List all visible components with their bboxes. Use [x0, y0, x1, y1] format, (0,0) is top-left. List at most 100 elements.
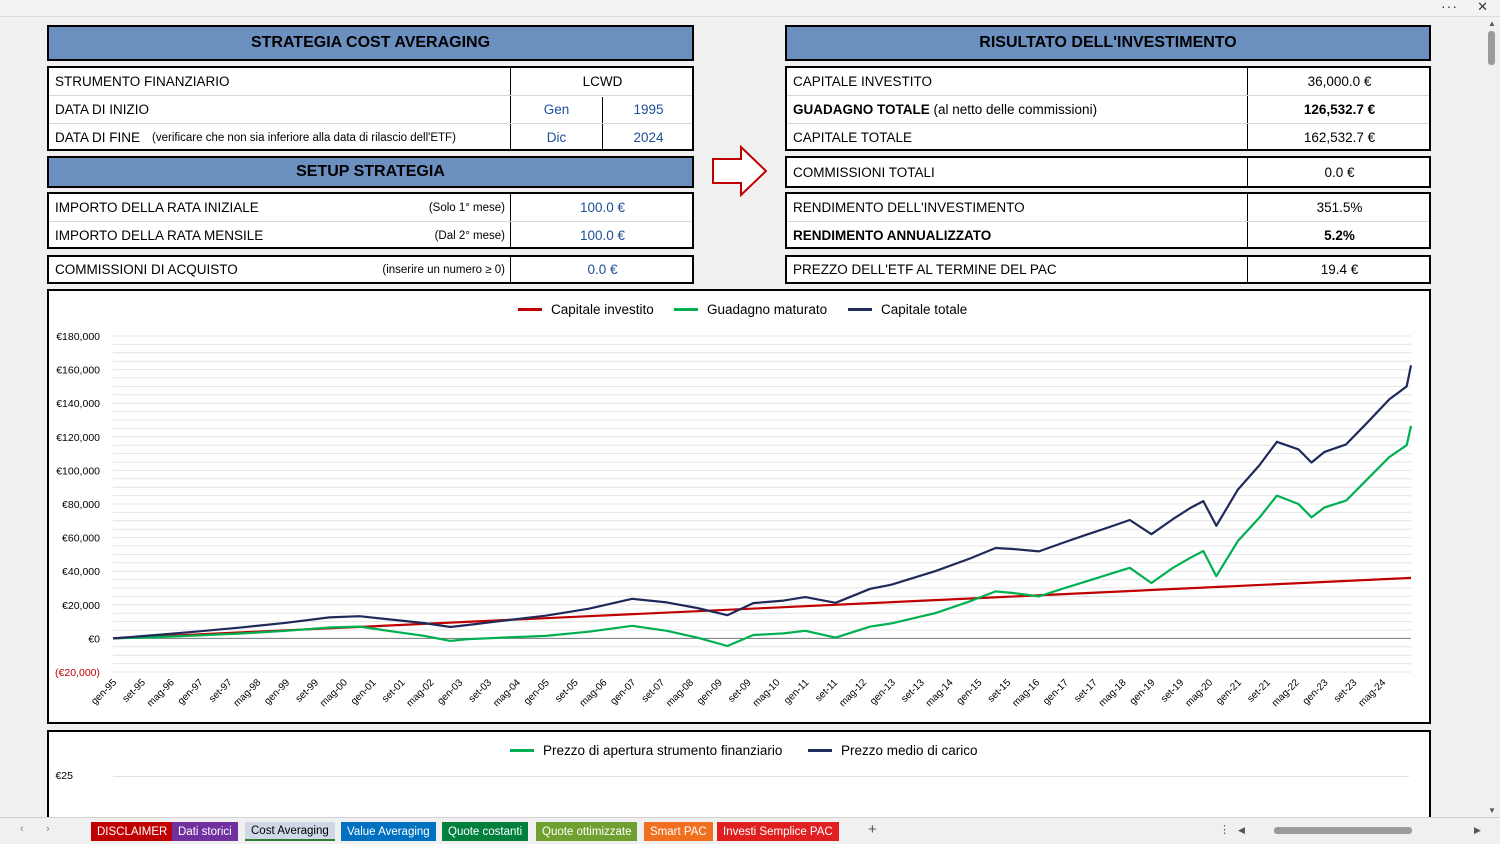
prezzo-value: 19.4 € — [1320, 262, 1359, 277]
right-arrow-icon — [712, 145, 768, 197]
x-tick-label: set-01 — [380, 677, 408, 705]
tab-quote-costanti[interactable]: Quote costanti — [442, 822, 529, 841]
x-tick-label: set-21 — [1245, 677, 1273, 705]
x-tick-label: set-17 — [1072, 677, 1100, 705]
y-tick-label: €60,000 — [62, 533, 100, 545]
data-inizio-month[interactable]: Gen — [543, 102, 570, 117]
x-tick-label: set-15 — [986, 677, 1014, 705]
commissioni-label: COMMISSIONI DI ACQUISTO — [55, 262, 238, 277]
commissioni-box: COMMISSIONI DI ACQUISTO (inserire un num… — [47, 255, 694, 284]
x-tick-label: gen-17 — [1041, 677, 1071, 707]
tab-value-averaging[interactable]: Value Averaging — [341, 822, 436, 841]
x-tick-label: set-07 — [640, 677, 668, 705]
x-tick-label: set-09 — [726, 677, 754, 705]
capital-chart[interactable]: Capitale investito Guadagno maturato Cap… — [47, 289, 1431, 724]
x-tick-label: mag-24 — [1357, 677, 1389, 709]
x-tick-label: set-05 — [553, 677, 581, 705]
scroll-down-icon[interactable]: ▼ — [1488, 806, 1496, 815]
y-tick-label: €120,000 — [56, 432, 100, 444]
close-icon[interactable]: ✕ — [1477, 0, 1488, 14]
x-tick-label: set-19 — [1159, 677, 1187, 705]
tab-smart-pac[interactable]: Smart PAC — [644, 822, 713, 841]
rata-iniziale-note: (Solo 1° mese) — [428, 201, 505, 214]
y-tick-label: €100,000 — [56, 465, 100, 477]
x-tick-label: set-23 — [1332, 677, 1360, 705]
x-tick-label: gen-09 — [695, 677, 725, 707]
x-tick-label: gen-97 — [176, 677, 206, 707]
data-fine-note: (verificare che non sia inferiore alla d… — [152, 131, 456, 144]
setup-box: IMPORTO DELLA RATA INIZIALE (Solo 1° mes… — [47, 192, 694, 249]
commissioni-value[interactable]: 0.0 € — [587, 262, 618, 277]
capitale-investito-value: 36,000.0 € — [1307, 74, 1372, 89]
tab-quote-ottimizzate[interactable]: Quote ottimizzate — [536, 822, 638, 841]
vertical-scrollbar[interactable]: ▲ ▼ — [1484, 17, 1500, 817]
y-tick-label: €40,000 — [62, 566, 100, 578]
data-fine-year[interactable]: 2024 — [633, 130, 664, 145]
y-tick-label: (€20,000) — [55, 667, 100, 679]
x-tick-label: set-97 — [207, 677, 235, 705]
y-tick-label: €180,000 — [56, 331, 100, 343]
x-tick-label: mag-00 — [318, 677, 350, 709]
chart-plot-area: €180,000 €160,000 €140,000 €120,000 €100,000… — [55, 331, 1413, 709]
hscroll-left-icon[interactable]: ◀ — [1238, 825, 1245, 835]
x-tick-label: mag-04 — [491, 677, 523, 709]
x-tick-label: mag-96 — [145, 677, 177, 709]
scroll-up-icon[interactable]: ▲ — [1488, 19, 1496, 28]
tab-menu-icon[interactable]: ⋮ — [1219, 824, 1230, 836]
hscroll-right-icon[interactable]: ▶ — [1474, 825, 1481, 835]
guadagno-label-note: (al netto delle commissioni) — [929, 102, 1098, 117]
horizontal-scroll-thumb[interactable] — [1274, 827, 1412, 834]
add-sheet-button[interactable]: + — [868, 821, 877, 838]
y-tick-label: €25 — [55, 770, 73, 782]
rata-iniziale-value[interactable]: 100.0 € — [579, 200, 626, 215]
price-chart[interactable]: Prezzo di apertura strumento finanziario… — [47, 730, 1431, 820]
strumento-value[interactable]: LCWD — [582, 74, 623, 89]
tab-dati-storici[interactable]: Dati storici — [172, 822, 238, 841]
tab-cost-averaging[interactable]: Cost Averaging — [245, 822, 335, 841]
x-tick-label: set-13 — [899, 677, 927, 705]
x-tick-label: mag-10 — [751, 677, 783, 709]
rata-iniziale-label: IMPORTO DELLA RATA INIZIALE — [55, 200, 259, 215]
y-tick-label: €80,000 — [62, 499, 100, 511]
legend-capitale-investito: Capitale investito — [518, 302, 654, 317]
legend-prezzo-apertura: Prezzo di apertura strumento finanziario — [510, 743, 782, 758]
strategy-title: STRATEGIA COST AVERAGING — [47, 25, 694, 61]
strategy-info-box: STRUMENTO FINANZIARIO LCWD DATA DI INIZI… — [47, 66, 694, 151]
commissioni-note: (inserire un numero ≥ 0) — [382, 263, 505, 276]
setup-title: SETUP STRATEGIA — [47, 156, 694, 188]
tab-disclaimer[interactable]: DISCLAIMER — [91, 822, 174, 841]
x-tick-label: set-11 — [813, 677, 840, 704]
chevron-right-icon[interactable]: › — [46, 823, 50, 835]
window-top-bar: ··· ✕ — [0, 0, 1500, 17]
rendimento-label: RENDIMENTO DELL'INVESTIMENTO — [793, 200, 1025, 215]
tab-investi-semplice-pac[interactable]: Investi Semplice PAC — [717, 822, 839, 841]
rata-mensile-value[interactable]: 100.0 € — [579, 228, 626, 243]
y-tick-label: €20,000 — [62, 600, 100, 612]
prezzo-box: PREZZO DELL'ETF AL TERMINE DEL PAC 19.4 … — [785, 255, 1431, 284]
data-fine-month[interactable]: Dic — [546, 130, 567, 145]
x-tick-label: set-03 — [467, 677, 495, 705]
y-tick-label: €140,000 — [56, 398, 100, 410]
legend-guadagno-maturato: Guadagno maturato — [674, 302, 827, 317]
series-line-capitale-totale — [112, 365, 1413, 640]
gridline — [113, 776, 1409, 777]
guadagno-label: GUADAGNO TOTALE — [793, 102, 930, 117]
chevron-left-icon[interactable]: ‹ — [20, 823, 24, 835]
x-tick-label: mag-22 — [1270, 677, 1302, 709]
y-tick-label: €160,000 — [56, 365, 100, 377]
rendimento-box: RENDIMENTO DELL'INVESTIMENTO 351.5% REND… — [785, 192, 1431, 249]
data-inizio-year[interactable]: 1995 — [633, 102, 664, 117]
scroll-thumb[interactable] — [1488, 31, 1495, 65]
x-tick-label: gen-99 — [262, 677, 292, 707]
x-tick-label: mag-08 — [664, 677, 696, 709]
prezzo-label: PREZZO DELL'ETF AL TERMINE DEL PAC — [793, 262, 1057, 277]
x-tick-label: mag-16 — [1010, 677, 1042, 709]
x-tick-label: gen-13 — [868, 677, 898, 707]
x-tick-label: gen-05 — [522, 677, 552, 707]
rendimento-value: 351.5% — [1316, 200, 1363, 215]
x-tick-label: mag-18 — [1097, 677, 1129, 709]
y-tick-label: €0 — [88, 633, 100, 645]
more-dots-icon[interactable]: ··· — [1441, 0, 1458, 14]
rata-mensile-note: (Dal 2° mese) — [434, 229, 505, 242]
commissioni-totali-box: COMMISSIONI TOTALI 0.0 € — [785, 156, 1431, 188]
